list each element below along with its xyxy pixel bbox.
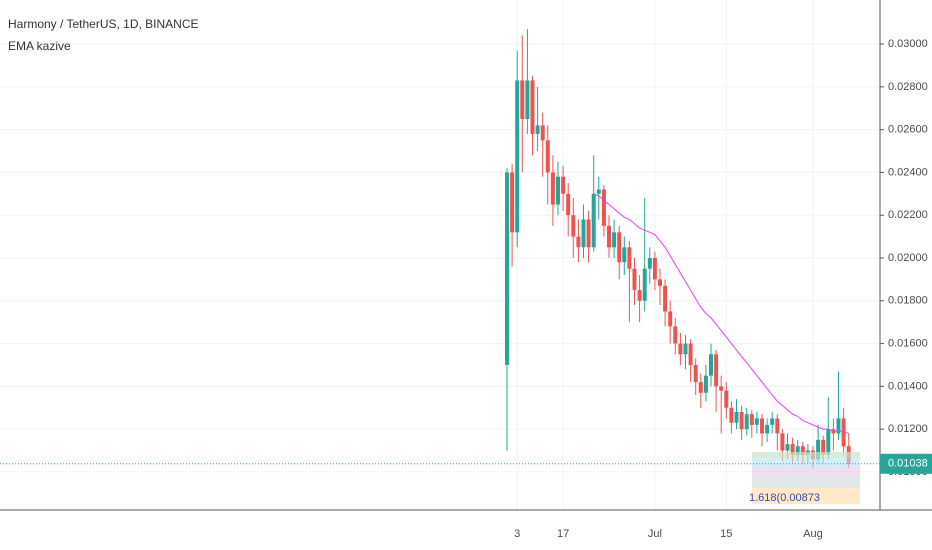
candle-body xyxy=(652,257,657,280)
candle-body xyxy=(586,219,591,248)
candle-body xyxy=(642,268,647,301)
candle-body xyxy=(515,80,520,233)
x-tick-label: Aug xyxy=(803,528,823,540)
candle-body xyxy=(510,172,515,233)
candle-body xyxy=(520,80,525,119)
candle-body xyxy=(800,446,805,455)
candle-body xyxy=(688,343,693,365)
y-tick-label: 0.01800 xyxy=(888,295,928,307)
y-tick-label: 0.02000 xyxy=(888,252,928,264)
candle-body xyxy=(540,125,545,141)
candle-body xyxy=(841,418,846,447)
fib-zone xyxy=(752,476,860,488)
candle-body xyxy=(683,343,688,355)
candle-body xyxy=(678,343,683,355)
y-tick-label: 0.02800 xyxy=(888,81,928,93)
fib-zone xyxy=(752,488,860,504)
x-tick-label: 3 xyxy=(514,528,520,540)
candle-body xyxy=(749,414,754,425)
y-tick-label: 0.02400 xyxy=(888,166,928,178)
candle-body xyxy=(729,407,734,423)
candle-body xyxy=(826,429,831,455)
fib-zone xyxy=(752,466,860,476)
fib-zone xyxy=(752,458,860,466)
candle-body xyxy=(703,375,708,393)
candle-body xyxy=(612,232,617,248)
x-tick-label: Jul xyxy=(648,528,662,540)
candle-body xyxy=(617,232,622,263)
fib-zone xyxy=(752,452,860,458)
candle-body xyxy=(775,418,780,434)
candle-body xyxy=(821,439,826,455)
candle-body xyxy=(816,439,821,460)
candle-body xyxy=(734,412,739,423)
last-price-label: 0.01038 xyxy=(888,458,928,470)
candle-body xyxy=(658,279,662,286)
candle-body xyxy=(647,257,652,269)
candle-body xyxy=(535,125,540,134)
candle-body xyxy=(530,80,535,134)
candle-body xyxy=(739,412,744,430)
fib-label: 1.618(0.00873 xyxy=(749,492,820,504)
x-tick-label: 17 xyxy=(557,528,569,540)
candle-body xyxy=(607,225,611,248)
y-tick-label: 0.02200 xyxy=(888,209,928,221)
candle-body xyxy=(765,424,770,434)
candle-body xyxy=(505,172,509,365)
candle-body xyxy=(780,433,785,451)
candle-body xyxy=(576,236,581,248)
candle-body xyxy=(581,219,586,248)
candle-body xyxy=(790,444,795,455)
candle-body xyxy=(709,354,713,376)
candle-body xyxy=(770,418,775,425)
y-tick-label: 0.01200 xyxy=(888,423,928,435)
candle-body xyxy=(556,176,560,205)
last-price-tag xyxy=(880,453,932,474)
y-tick-label: 0.02600 xyxy=(888,124,928,136)
indicator-name: EMA kazive xyxy=(8,39,71,53)
candle-body xyxy=(571,215,576,237)
candle-body xyxy=(627,247,632,269)
candle-body xyxy=(632,268,637,291)
candle-body xyxy=(698,382,703,393)
candle-body xyxy=(596,189,601,194)
ema-line xyxy=(593,193,849,434)
candle-body xyxy=(545,140,550,173)
candle-body xyxy=(795,446,800,455)
candle-body xyxy=(693,364,698,383)
candle-body xyxy=(622,247,627,263)
candle-body xyxy=(637,290,642,301)
candle-body xyxy=(601,189,606,226)
candle-body xyxy=(566,193,571,216)
candle-body xyxy=(785,444,790,451)
candle-body xyxy=(550,172,555,205)
candle-body xyxy=(836,418,841,434)
candle-body xyxy=(719,386,724,391)
candle-body xyxy=(668,311,673,327)
y-tick-label: 0.01400 xyxy=(888,380,928,392)
candle-body xyxy=(561,176,566,194)
y-tick-label: 0.03000 xyxy=(888,38,928,50)
candle-body xyxy=(724,390,729,408)
chart-title: Harmony / TetherUS, 1D, BINANCE xyxy=(8,17,199,31)
candle-body xyxy=(714,354,719,387)
candle-body xyxy=(525,80,530,119)
candle-body xyxy=(663,285,668,312)
candle-body xyxy=(591,193,596,248)
x-tick-label: 15 xyxy=(720,528,732,540)
candle-body xyxy=(760,418,764,434)
candle-body xyxy=(754,418,759,425)
y-tick-label: 0.01600 xyxy=(888,337,928,349)
candle-body xyxy=(744,414,749,430)
candle-body xyxy=(673,326,678,344)
fib-zones xyxy=(752,452,860,504)
